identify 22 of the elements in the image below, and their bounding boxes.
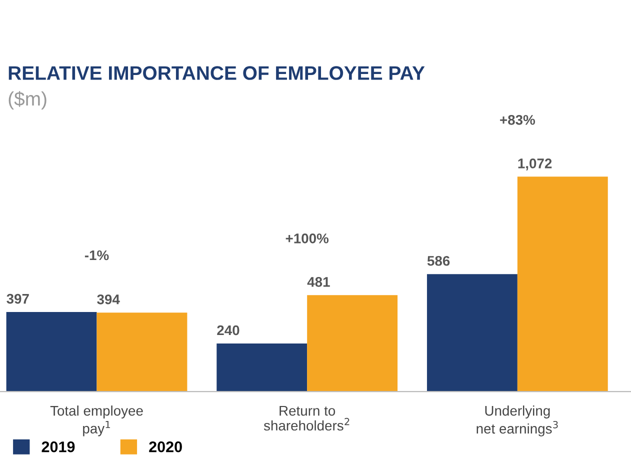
data-label: 481	[307, 277, 330, 287]
data-label: 240	[217, 325, 240, 336]
bar	[517, 176, 608, 392]
x-tick-label: Return to shareholders$^{2}$	[264, 406, 350, 431]
data-label: 397	[6, 294, 29, 304]
annotation: +100%	[286, 234, 329, 244]
chart-subtitle: ($m)	[8, 91, 46, 110]
bar	[307, 295, 398, 392]
data-label: 1,072	[518, 158, 552, 170]
bar	[6, 312, 97, 392]
annotation: -1%	[84, 250, 109, 260]
x-tick-label: Total employee pay$^{1}$	[50, 406, 143, 436]
legend-label: 2019	[42, 441, 75, 452]
data-label: 586	[427, 256, 450, 266]
bar	[96, 312, 188, 392]
bar	[426, 274, 518, 392]
text: +83%	[500, 114, 536, 125]
data-label: 394	[97, 294, 120, 304]
bar	[216, 343, 308, 392]
x-tick-label: Underlying net earnings$^{3}$	[476, 406, 558, 436]
chart-title: RELATIVE IMPORTANCE OF EMPLOYEE PAY	[8, 66, 425, 80]
legend-label: 2020	[149, 441, 182, 452]
